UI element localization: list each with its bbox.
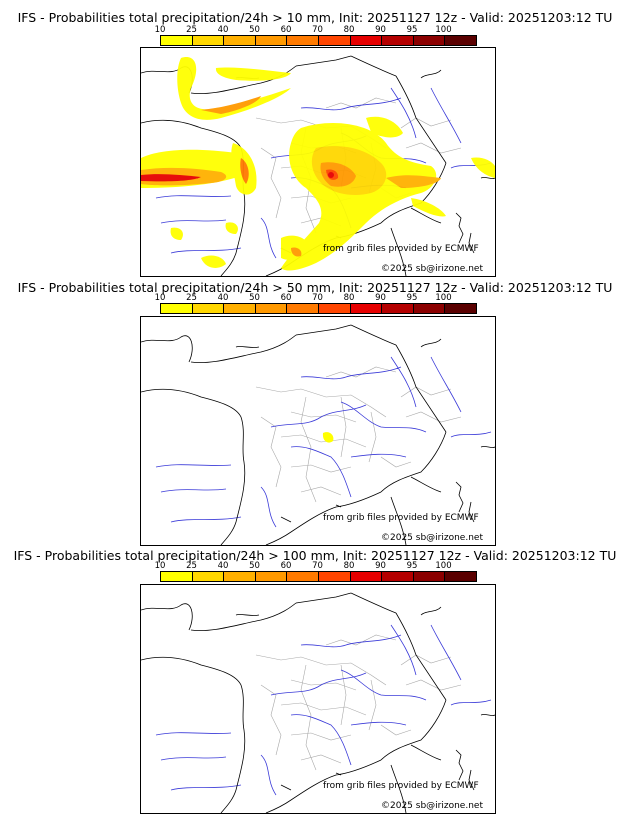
colorbar-tick-label: 70 <box>312 293 323 303</box>
colorbar-segment <box>224 304 256 313</box>
colorbar-tick-label: 60 <box>280 25 292 35</box>
coastline <box>141 324 495 545</box>
colorbar-segment <box>161 572 193 581</box>
colorbar-segment <box>318 572 351 581</box>
colorbar-segment <box>192 36 225 45</box>
colorbar-tick-label: 100 <box>435 561 452 571</box>
colorbar-tick-label: 80 <box>343 25 355 35</box>
colorbar-segment <box>382 304 414 313</box>
map-base <box>141 324 495 545</box>
colorbar-segment <box>287 304 319 313</box>
colorbar-segment <box>413 36 446 45</box>
colorbar-tick-label: 10 <box>154 293 166 303</box>
colorbar-tick-label: 10 <box>154 561 166 571</box>
panel-title: IFS - Probabilities total precipitation/… <box>17 10 613 25</box>
copyright-credit: ©2025 sb@irizone.net <box>381 533 483 543</box>
colorbar-segment <box>224 572 256 581</box>
colorbar-tick-label: 40 <box>217 25 229 35</box>
colorbar-ticks: 10 25 40 50 60 70 80 90 95 100 <box>155 293 475 304</box>
colorbar-segment <box>192 304 225 313</box>
colorbar-segment <box>413 304 446 313</box>
colorbar-tick-label: 70 <box>312 25 323 35</box>
colorbar-tick-label: 60 <box>280 561 292 571</box>
colorbar-segment <box>287 572 319 581</box>
coastline <box>141 592 495 813</box>
colorbar-segment <box>287 36 319 45</box>
colorbar-tick-label: 25 <box>186 25 197 35</box>
colorbar-tick-label: 100 <box>435 293 452 303</box>
copyright-credit: ©2025 sb@irizone.net <box>381 264 483 274</box>
colorbar-tick-label: 10 <box>154 25 166 35</box>
probability-map: from grib files provided by ECMWF ©2025 … <box>140 316 496 546</box>
copyright-credit: ©2025 sb@irizone.net <box>381 801 483 811</box>
precip-overlay <box>141 57 495 271</box>
colorbar-segment <box>413 572 446 581</box>
colorbar <box>160 303 477 314</box>
colorbar-ticks: 10 25 40 50 60 70 80 90 95 100 <box>155 561 475 572</box>
colorbar-tick-label: 80 <box>343 293 355 303</box>
colorbar-segment <box>445 572 476 581</box>
colorbar-segment <box>350 572 383 581</box>
probability-map: from grib files provided by ECMWF ©2025 … <box>140 584 496 814</box>
colorbar-segment <box>161 36 193 45</box>
colorbar-tick-label: 90 <box>375 293 386 303</box>
map-base <box>141 592 495 813</box>
colorbar <box>160 571 477 582</box>
colorbar-segment <box>382 572 414 581</box>
colorbar-tick-label: 80 <box>343 561 355 571</box>
colorbar-segment <box>255 572 288 581</box>
colorbar-segment <box>445 304 476 313</box>
colorbar-tick-label: 50 <box>249 561 260 571</box>
panel-title: IFS - Probabilities total precipitation/… <box>17 280 613 295</box>
colorbar-tick-label: 90 <box>375 25 386 35</box>
source-credit: from grib files provided by ECMWF <box>323 244 479 254</box>
source-credit: from grib files provided by ECMWF <box>323 781 479 791</box>
colorbar-segment <box>255 36 288 45</box>
colorbar-tick-label: 50 <box>249 25 260 35</box>
river <box>155 624 492 796</box>
river <box>155 356 492 528</box>
colorbar-tick-label: 95 <box>406 293 418 303</box>
colorbar-segment <box>318 36 351 45</box>
colorbar-segment <box>224 36 256 45</box>
colorbar-tick-label: 25 <box>186 293 197 303</box>
colorbar-tick-label: 25 <box>186 561 197 571</box>
precip-overlay <box>322 432 334 443</box>
panel-title: IFS - Probabilities total precipitation/… <box>13 548 617 563</box>
colorbar-tick-label: 40 <box>217 293 229 303</box>
colorbar-tick-label: 100 <box>435 25 452 35</box>
source-credit: from grib files provided by ECMWF <box>323 513 479 523</box>
colorbar-tick-label: 40 <box>217 561 229 571</box>
colorbar-tick-label: 95 <box>406 25 418 35</box>
admin-border <box>255 634 462 771</box>
colorbar <box>160 35 477 46</box>
colorbar-tick-label: 50 <box>249 293 260 303</box>
colorbar-segment <box>382 36 414 45</box>
colorbar-ticks: 10 25 40 50 60 70 80 90 95 100 <box>155 25 475 36</box>
colorbar-tick-label: 60 <box>280 293 292 303</box>
colorbar-segment <box>350 36 383 45</box>
colorbar-segment <box>192 572 225 581</box>
colorbar-tick-label: 90 <box>375 561 386 571</box>
colorbar-segment <box>161 304 193 313</box>
probability-map: from grib files provided by ECMWF ©2025 … <box>140 47 496 277</box>
colorbar-tick-label: 70 <box>312 561 323 571</box>
colorbar-segment <box>318 304 351 313</box>
colorbar-segment <box>350 304 383 313</box>
colorbar-segment <box>445 36 476 45</box>
colorbar-tick-label: 95 <box>406 561 418 571</box>
colorbar-segment <box>255 304 288 313</box>
